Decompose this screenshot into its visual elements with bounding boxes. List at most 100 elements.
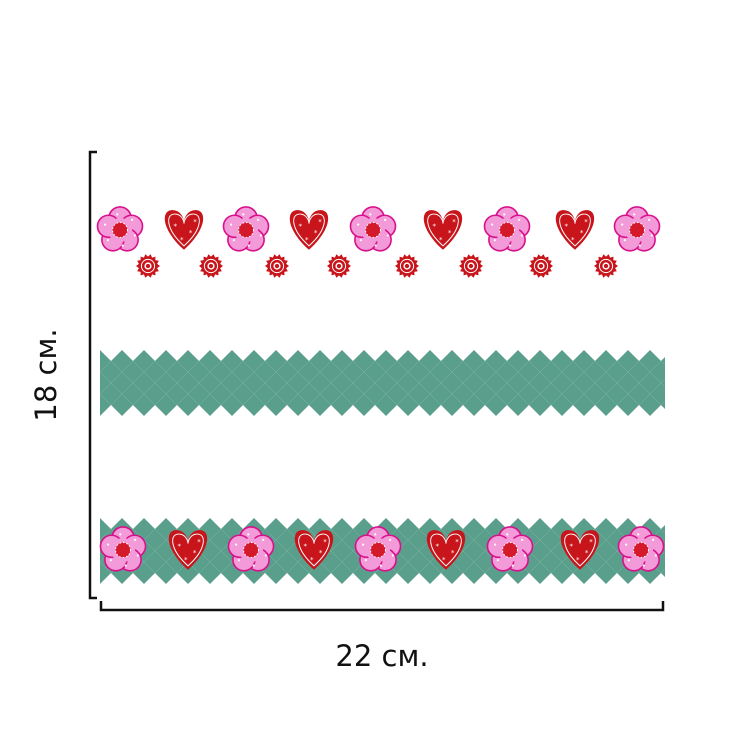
svg-text:*: *	[569, 543, 573, 551]
svg-text:*: *	[193, 218, 197, 226]
svg-text:*: *	[177, 543, 181, 551]
checker-diamond	[650, 383, 665, 405]
checker-diamond	[287, 394, 309, 416]
checker-diamond	[100, 394, 111, 416]
svg-text:*: *	[197, 538, 201, 546]
svg-text:*: *	[184, 556, 188, 564]
svg-text:*: *	[189, 229, 193, 237]
flower-icon	[613, 206, 661, 252]
checker-diamond	[397, 562, 419, 584]
heart-icon: ****	[289, 210, 329, 250]
height-label: 18 см.	[29, 328, 63, 421]
svg-text:*: *	[439, 236, 443, 244]
heart-icon: ****	[426, 530, 466, 570]
width-bracket	[99, 601, 665, 612]
motif-row-top: ****************	[96, 206, 661, 252]
flower-icon	[617, 526, 665, 572]
svg-text:*: *	[564, 223, 568, 231]
heart-icon: ****	[555, 210, 595, 250]
svg-text:*: *	[576, 556, 580, 564]
svg-text:*: *	[305, 236, 309, 244]
heart-icon: ****	[168, 530, 208, 570]
checker-diamond	[661, 379, 665, 387]
checker-diamond	[265, 562, 287, 584]
checker-diamond	[397, 394, 419, 416]
checker-diamond	[595, 394, 617, 416]
svg-text:*: *	[455, 538, 459, 546]
checker-diamond	[595, 562, 617, 584]
small-flower-icon	[199, 254, 223, 278]
checker-diamond	[100, 562, 111, 584]
checker-diamond	[177, 394, 199, 416]
checker-diamond	[199, 562, 221, 584]
checker-diamond	[661, 357, 665, 365]
checker-diamond	[419, 562, 441, 584]
small-flower-icon	[136, 254, 160, 278]
checker-diamond	[441, 394, 463, 416]
flower-icon	[486, 526, 534, 572]
svg-text:*: *	[442, 556, 446, 564]
checker-diamond	[485, 394, 507, 416]
small-flower-icon	[459, 254, 483, 278]
small-flower-icon	[327, 254, 351, 278]
checker-diamond	[551, 394, 573, 416]
checker-diamond	[529, 394, 551, 416]
checker-diamond	[243, 394, 265, 416]
heart-icon: ****	[294, 530, 334, 570]
flower-icon	[99, 526, 147, 572]
checker-band-top	[100, 350, 665, 416]
checker-diamond	[463, 394, 485, 416]
flower-icon	[349, 206, 397, 252]
flower-icon	[354, 526, 402, 572]
checker-diamond	[661, 525, 665, 533]
svg-text:*: *	[180, 236, 184, 244]
svg-text:*: *	[323, 538, 327, 546]
svg-text:*: *	[298, 223, 302, 231]
svg-text:*: *	[318, 218, 322, 226]
svg-text:*: *	[432, 223, 436, 231]
checker-diamond	[529, 562, 551, 584]
checker-diamond	[661, 401, 665, 409]
checker-diamond	[221, 394, 243, 416]
svg-text:*: *	[452, 218, 456, 226]
svg-text:*: *	[584, 218, 588, 226]
checker-diamond	[199, 394, 221, 416]
checker-diamond	[100, 350, 111, 372]
checker-diamond	[155, 394, 177, 416]
flower-icon	[222, 206, 270, 252]
svg-text:*: *	[451, 549, 455, 557]
small-flower-icon	[395, 254, 419, 278]
flower-icon	[483, 206, 531, 252]
checker-diamond	[419, 394, 441, 416]
svg-text:*: *	[319, 549, 323, 557]
svg-text:*: *	[193, 549, 197, 557]
checker-diamond	[661, 569, 665, 577]
height-bracket	[88, 150, 97, 600]
svg-text:*: *	[173, 223, 177, 231]
checker-diamond	[177, 562, 199, 584]
checker-diamond	[100, 372, 111, 394]
checker-diamond	[331, 562, 353, 584]
checker-diamond	[111, 394, 133, 416]
checker-diamond	[507, 394, 529, 416]
svg-text:*: *	[580, 229, 584, 237]
height-dimension: 18 см.	[29, 150, 97, 600]
small-flower-icon	[265, 254, 289, 278]
checker-diamond	[331, 394, 353, 416]
heart-icon: ****	[423, 210, 463, 250]
checker-diamond	[375, 394, 397, 416]
checker-diamond	[155, 562, 177, 584]
checker-diamond	[309, 394, 331, 416]
flower-icon	[227, 526, 275, 572]
checker-diamond	[133, 394, 155, 416]
width-label: 22 см.	[335, 639, 428, 673]
svg-text:*: *	[448, 229, 452, 237]
small-flower-icon	[529, 254, 553, 278]
checker-diamond	[100, 518, 111, 540]
small-flower-icon	[594, 254, 618, 278]
checker-diamond	[353, 394, 375, 416]
svg-text:*: *	[314, 229, 318, 237]
checker-diamond	[617, 394, 639, 416]
svg-text:*: *	[589, 538, 593, 546]
